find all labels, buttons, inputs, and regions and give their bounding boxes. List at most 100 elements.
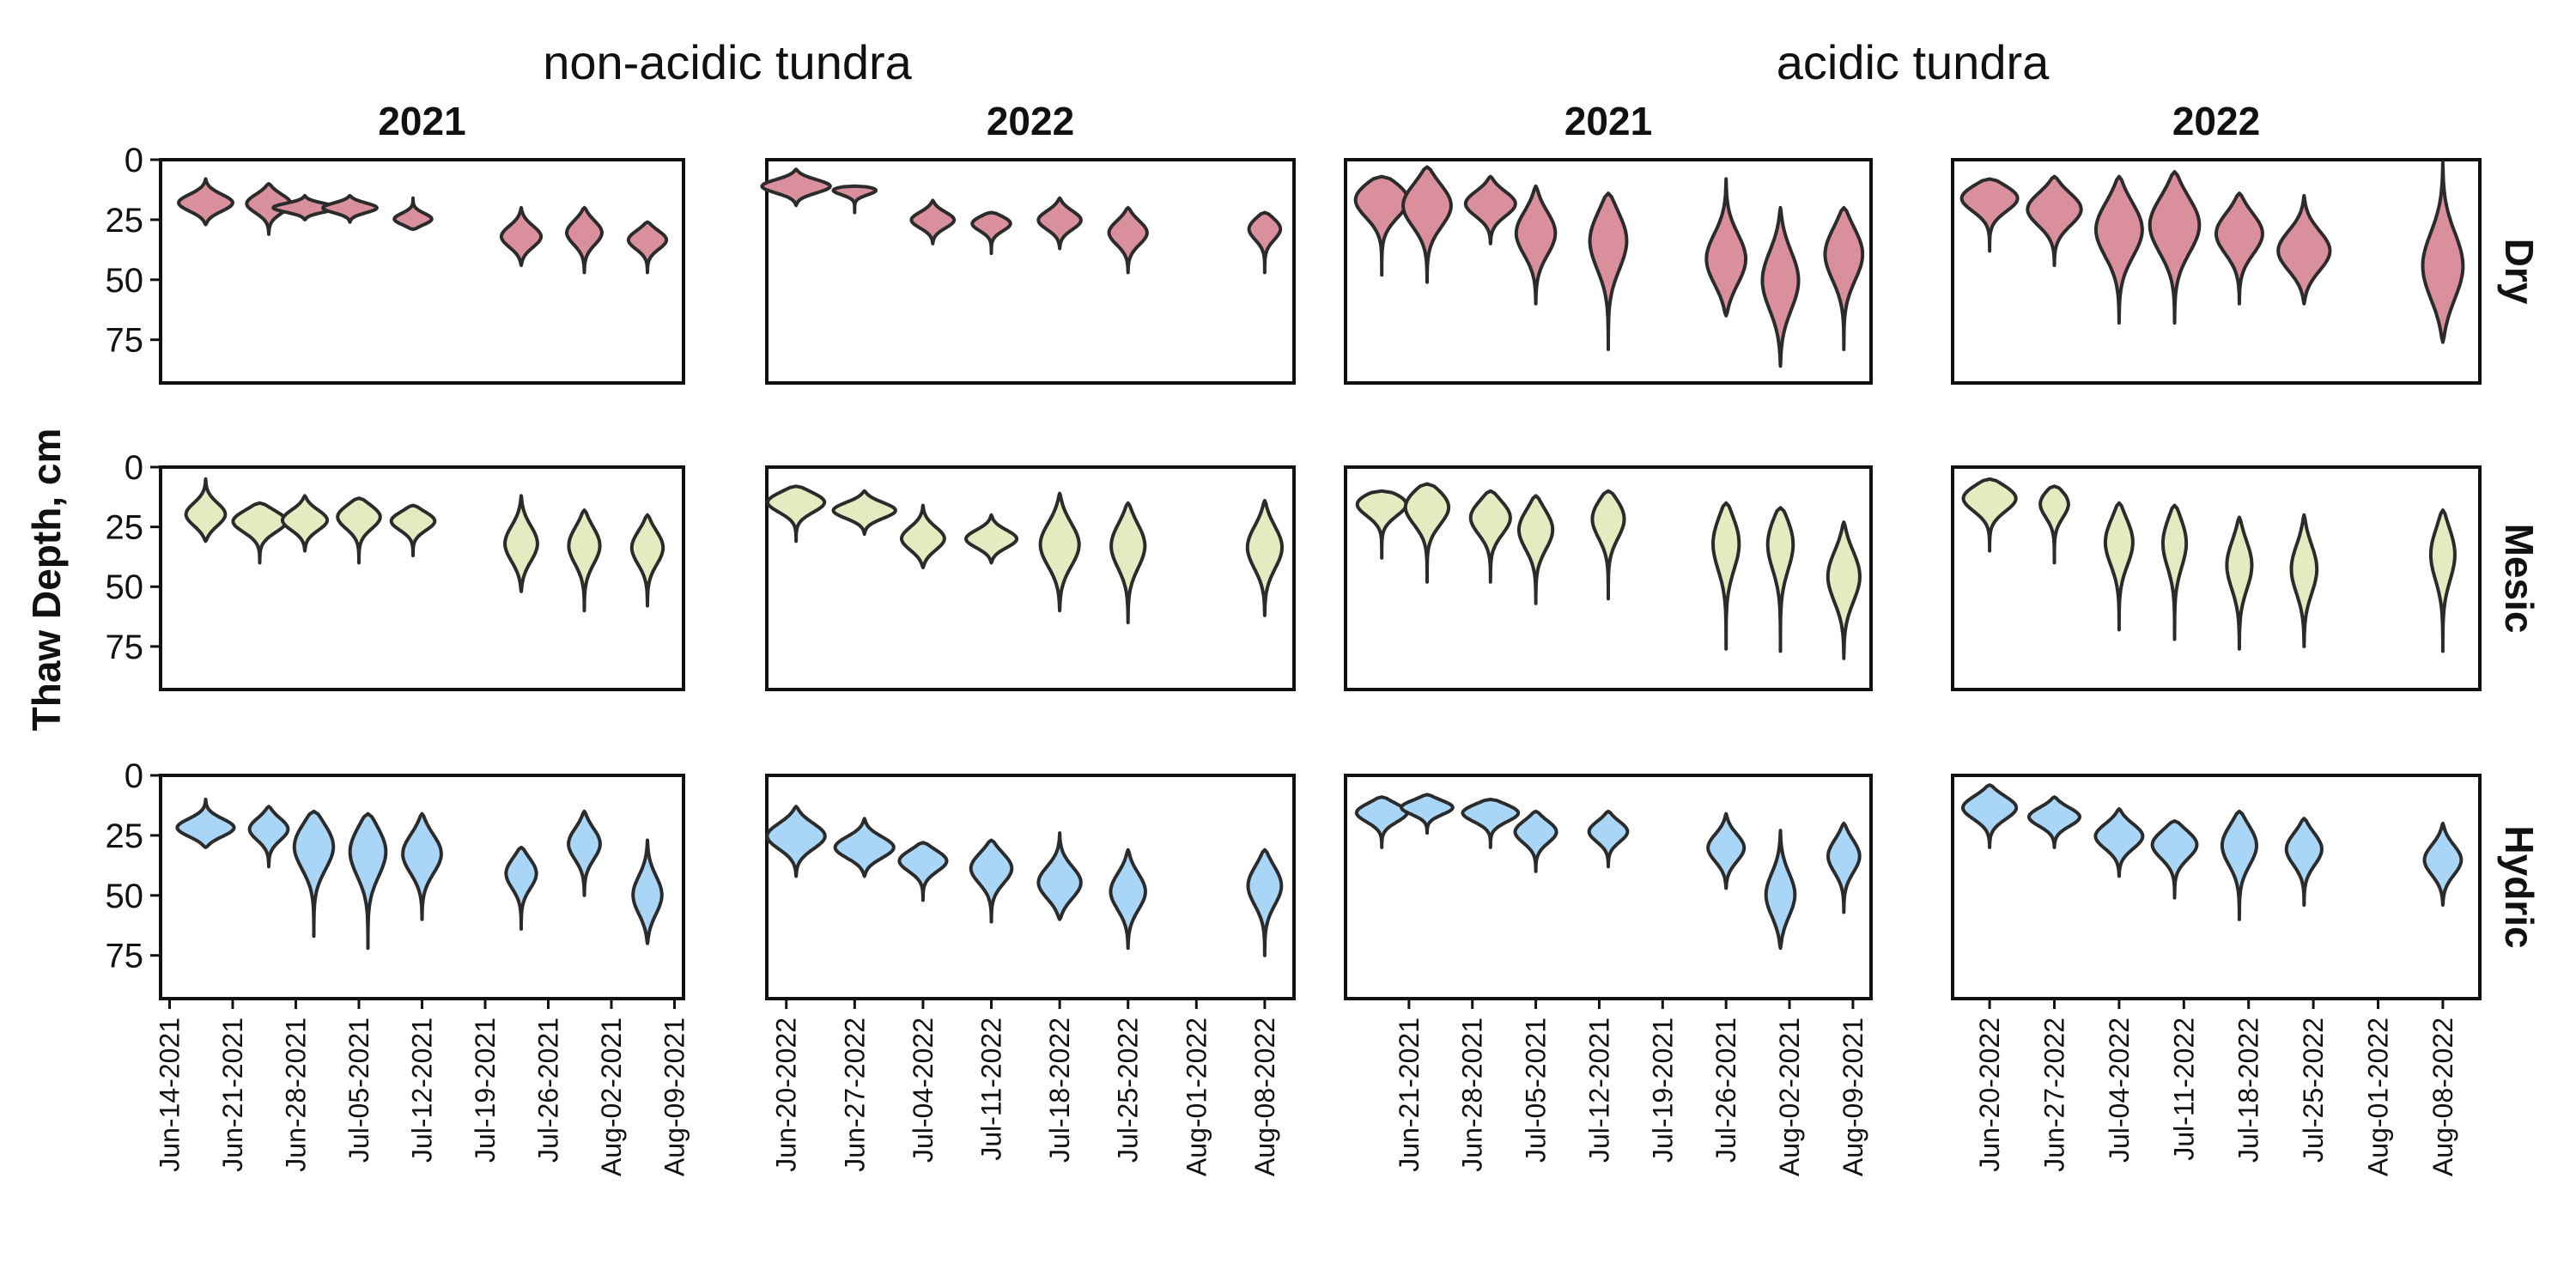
violin-mesic (1403, 482, 1451, 584)
violin-hydric (2027, 795, 2081, 849)
violin-dry (1959, 177, 2020, 253)
x-tick-label: Jul-05-2021 (343, 1018, 374, 1163)
x-tick-label: Aug-09-2021 (1838, 1018, 1868, 1176)
violin-dry (909, 198, 957, 246)
violin-mesic (1245, 499, 1284, 617)
violin-mesic (900, 503, 946, 569)
y-axis-label: Thaw Depth, cm (24, 428, 69, 732)
violin-dry (2093, 174, 2144, 325)
x-tick-label: Jun-20-2022 (1974, 1018, 2005, 1172)
x-tick-label: Aug-01-2022 (2363, 1018, 2394, 1176)
row-strip-label: Mesic (2497, 524, 2542, 634)
y-tick-label: 75 (106, 322, 144, 360)
y-tick-label: 0 (125, 449, 143, 487)
y-tick-label: 25 (106, 817, 144, 855)
panel-frame (765, 158, 1296, 385)
violin-dry (392, 196, 434, 232)
violin-mesic (1038, 491, 1081, 613)
violin-mesic (766, 484, 827, 544)
violin-dry (1823, 205, 1865, 351)
violin-hydric (969, 838, 1014, 924)
violin-mesic (2103, 501, 2135, 632)
violin-mesic (2038, 484, 2070, 565)
violin-mesic (2289, 513, 2319, 648)
violin-dry (1463, 174, 1517, 246)
x-tick-label: Aug-01-2022 (1181, 1018, 1212, 1176)
panel-year-header: 2022 (2172, 99, 2260, 143)
violin-mesic (1961, 477, 2018, 553)
group-title: acidic tundra (1777, 35, 2050, 89)
panel-frame (1344, 774, 1873, 1000)
violin-hydric (1461, 798, 1521, 849)
y-tick-label: 50 (106, 878, 144, 915)
violin-mesic (2225, 515, 2254, 651)
violin-hydric (2093, 807, 2145, 878)
violin-mesic (1711, 501, 1741, 651)
violin-dry (1353, 174, 1410, 277)
violin-dry (831, 184, 878, 215)
violin-hydric (348, 811, 388, 951)
x-tick-label: Jul-11-2022 (2168, 1018, 2199, 1161)
violin-hydric (504, 845, 538, 931)
panel-year-header: 2021 (378, 99, 465, 143)
violin-mesic (1516, 494, 1555, 605)
panel-frame (1344, 158, 1873, 385)
x-tick-label: Jul-26-2021 (533, 1018, 564, 1163)
violin-dry (2421, 160, 2465, 344)
y-tick-label: 50 (106, 262, 144, 300)
violin-hydric (292, 809, 336, 939)
violin-dry (177, 177, 234, 227)
violin-hydric (765, 805, 827, 878)
y-tick-label: 50 (106, 568, 144, 606)
violin-mesic (503, 494, 539, 593)
violin-mesic (184, 477, 228, 544)
violin-dry (760, 167, 832, 208)
panel-year-header: 2022 (987, 99, 1074, 143)
violin-hydric (2284, 817, 2324, 907)
x-tick-label: Jul-26-2021 (1710, 1018, 1741, 1163)
violin-hydric (247, 805, 290, 869)
y-tick-label: 25 (106, 202, 144, 240)
violin-dry (626, 220, 669, 275)
x-tick-label: Aug-02-2021 (596, 1018, 627, 1176)
x-tick-label: Aug-08-2022 (1249, 1018, 1280, 1176)
panel-frame (159, 465, 685, 691)
violin-dry (1247, 210, 1283, 275)
violin-mesic (2160, 503, 2189, 641)
violin-mesic (1765, 506, 1795, 653)
violin-dry (1107, 205, 1149, 275)
violin-dry (970, 210, 1012, 255)
violin-mesic (831, 489, 897, 536)
x-tick-label: Aug-08-2022 (2427, 1018, 2458, 1176)
violin-mesic (1826, 520, 1862, 660)
violin-hydric (1513, 809, 1558, 873)
violin-dry (245, 182, 293, 236)
violin-hydric (2150, 819, 2199, 900)
violin-dry (1760, 205, 1801, 368)
violin-hydric (1354, 795, 1409, 849)
violin-hydric (833, 817, 896, 878)
x-tick-label: Jul-05-2021 (1521, 1018, 1552, 1163)
x-tick-label: Jun-20-2022 (771, 1018, 802, 1172)
y-tick-label: 0 (125, 757, 143, 795)
x-tick-label: Jul-11-2022 (976, 1018, 1007, 1161)
violin-hydric (897, 841, 949, 902)
violin-dry (499, 205, 544, 267)
x-tick-label: Jul-04-2022 (2104, 1018, 2135, 1163)
group-title: non-acidic tundra (543, 35, 912, 89)
violin-hydric (1036, 831, 1083, 921)
violin-hydric (1246, 848, 1284, 957)
violin-mesic (389, 503, 437, 557)
violin-hydric (1826, 821, 1862, 914)
violin-mesic (281, 494, 329, 553)
violin-mesic (1590, 489, 1626, 601)
x-tick-label: Jul-19-2021 (1647, 1018, 1678, 1163)
x-tick-label: Jul-18-2022 (1044, 1018, 1075, 1163)
panel-frame (1344, 465, 1873, 691)
violin-mesic (629, 513, 665, 608)
violin-hydric (1764, 829, 1797, 951)
x-tick-label: Jul-25-2022 (2298, 1018, 2329, 1163)
violin-dry (1036, 196, 1083, 251)
violin-mesic (2428, 508, 2457, 653)
x-tick-label: Aug-02-2021 (1774, 1018, 1805, 1176)
